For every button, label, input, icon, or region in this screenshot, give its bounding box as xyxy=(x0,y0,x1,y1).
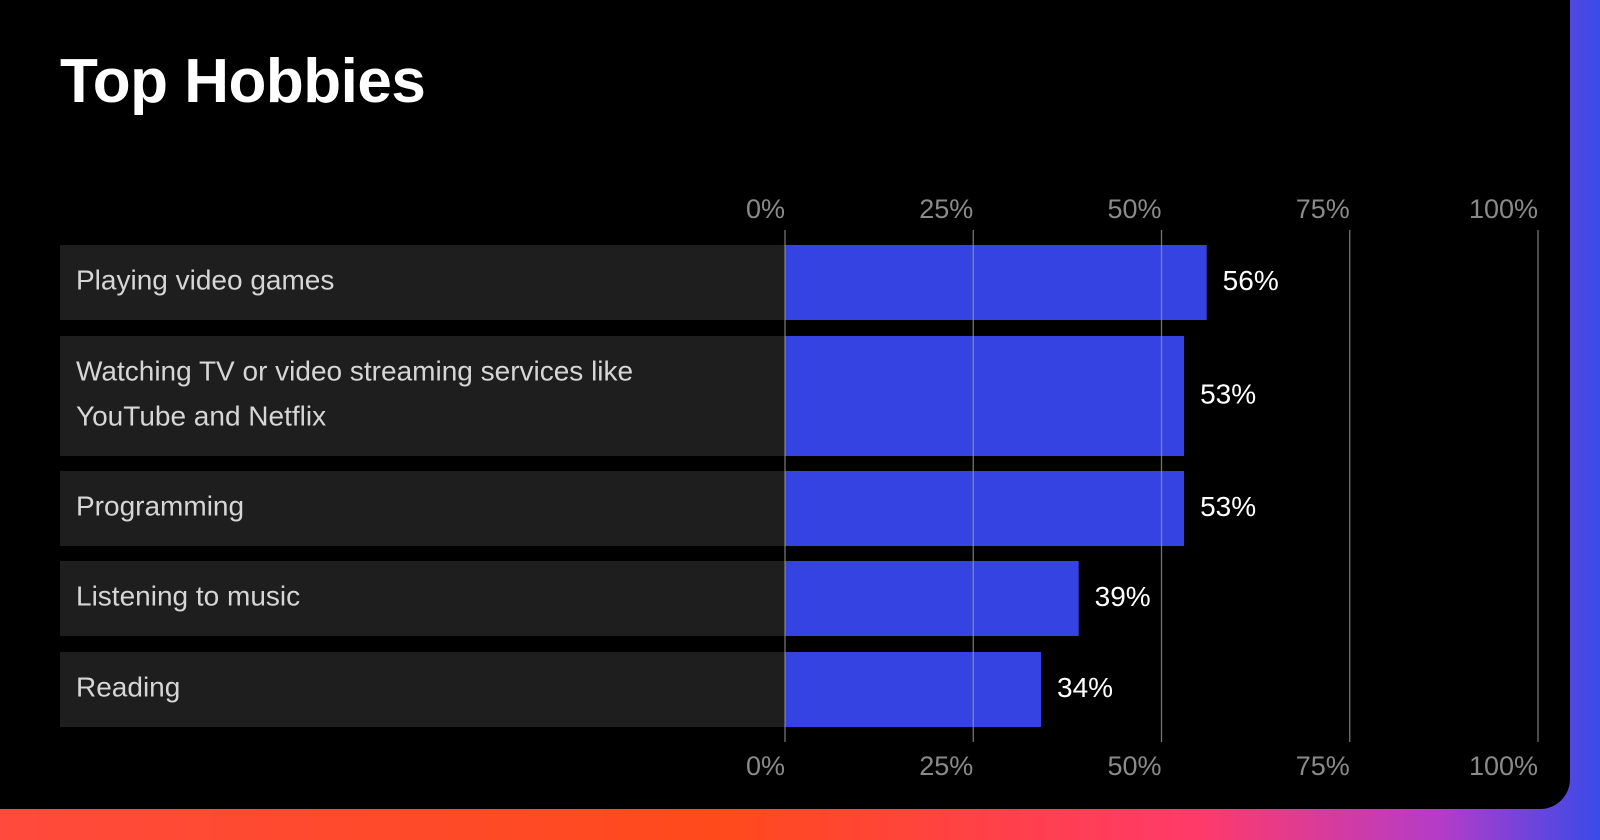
category-label: Programming xyxy=(76,491,244,522)
category-label: Listening to music xyxy=(76,581,300,612)
bar xyxy=(785,245,1207,320)
chart-title: Top Hobbies xyxy=(60,47,426,116)
bar-chart: Playing video games 56% Watching TV or vid… xyxy=(60,194,1539,781)
tick-label-top: 25% xyxy=(919,194,973,224)
bars xyxy=(785,245,1207,727)
tick-label-bottom: 100% xyxy=(1469,751,1538,781)
bar xyxy=(785,652,1042,727)
category-label: Watching TV or video streaming services … xyxy=(76,356,633,432)
bar xyxy=(785,561,1079,636)
labels: Playing video games 56% Watching TV or vid… xyxy=(76,194,1538,781)
tick-label-top: 50% xyxy=(1107,194,1161,224)
row-background xyxy=(60,245,785,320)
bar xyxy=(785,471,1185,546)
tick-label-top: 100% xyxy=(1469,194,1538,224)
value-label: 34% xyxy=(1057,672,1113,703)
category-label: Playing video games xyxy=(76,265,334,296)
value-label: 39% xyxy=(1095,581,1151,612)
tick-label-top: 75% xyxy=(1296,194,1350,224)
chart-card: Top Hobbies Playing video games 56% Watchi… xyxy=(0,0,1570,809)
value-label: 56% xyxy=(1223,265,1279,296)
row-background xyxy=(60,471,785,546)
tick-label-top: 0% xyxy=(746,194,785,224)
row-background xyxy=(60,336,785,456)
tick-label-bottom: 75% xyxy=(1296,751,1350,781)
bar xyxy=(785,336,1185,456)
tick-label-bottom: 0% xyxy=(746,751,785,781)
row-background xyxy=(60,561,785,636)
value-label: 53% xyxy=(1200,378,1256,409)
tick-label-bottom: 25% xyxy=(919,751,973,781)
category-label: Reading xyxy=(76,672,180,703)
row-backgrounds xyxy=(60,245,785,727)
tick-label-bottom: 50% xyxy=(1107,751,1161,781)
value-label: 53% xyxy=(1200,491,1256,522)
row-background xyxy=(60,652,785,727)
gridlines xyxy=(784,230,1539,742)
